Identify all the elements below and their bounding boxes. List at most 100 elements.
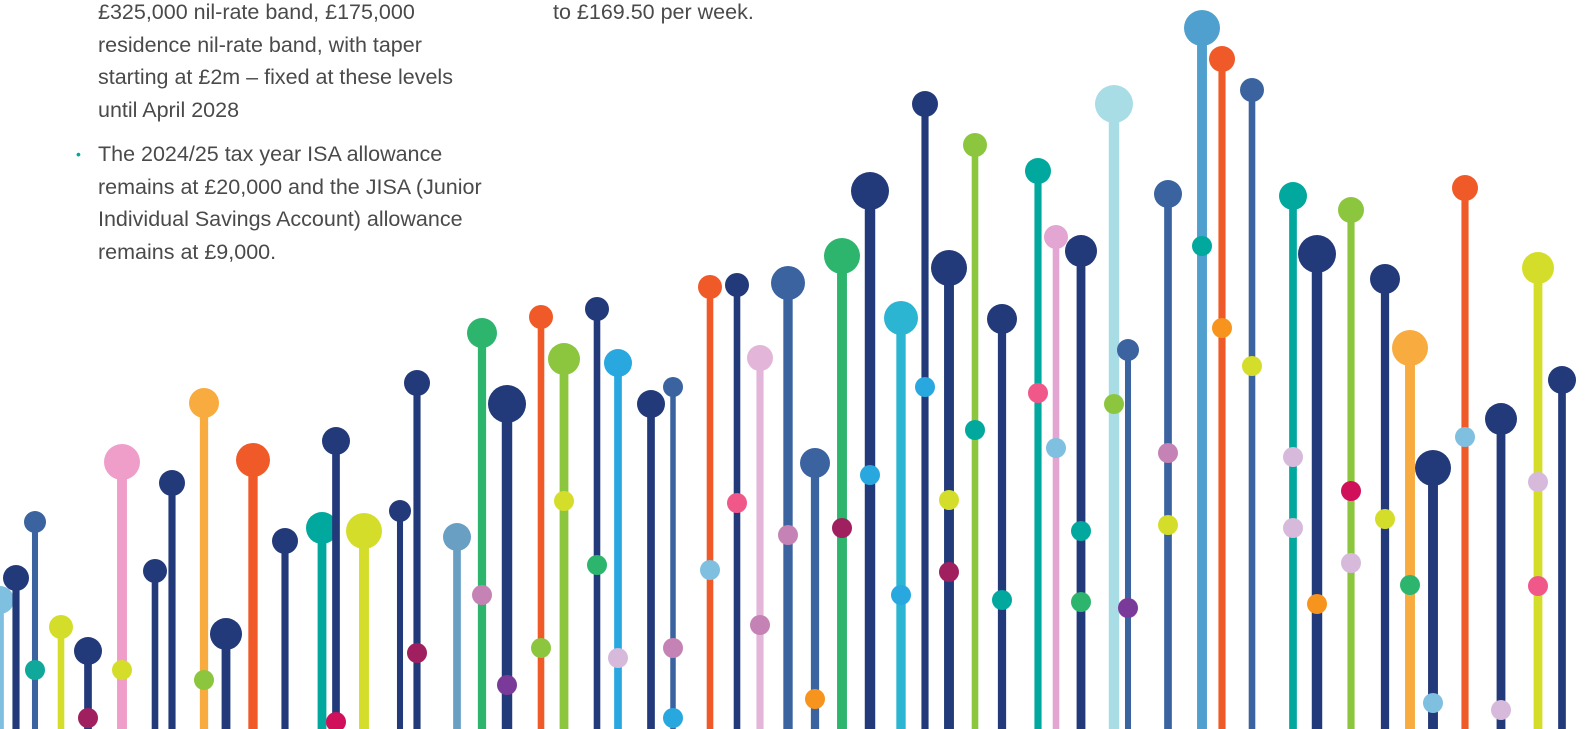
dot	[965, 420, 985, 440]
dot	[1400, 575, 1420, 595]
head	[404, 370, 430, 396]
head	[1279, 182, 1307, 210]
head	[548, 343, 580, 375]
head	[49, 615, 73, 639]
dot	[1158, 443, 1178, 463]
dot	[1528, 472, 1548, 492]
text-line: remains at £20,000 and the JISA (Junior	[98, 174, 482, 199]
text-line: residence nil-rate band, with taper	[98, 32, 422, 57]
dot	[78, 708, 98, 728]
dot	[1028, 383, 1048, 403]
head	[1338, 197, 1364, 223]
dot	[1118, 598, 1138, 618]
dot	[1341, 481, 1361, 501]
dot	[112, 660, 132, 680]
text-line: £325,000 nil-rate band, £175,000	[98, 0, 415, 24]
dot	[750, 615, 770, 635]
head	[1298, 235, 1336, 273]
dot	[472, 585, 492, 605]
head	[884, 301, 918, 335]
head	[1548, 366, 1576, 394]
dot	[1375, 509, 1395, 529]
head	[306, 512, 338, 544]
head	[824, 238, 860, 274]
head	[1184, 10, 1220, 46]
dot	[939, 562, 959, 582]
head	[800, 448, 830, 478]
dot	[915, 377, 935, 397]
head	[210, 618, 242, 650]
dot	[1528, 576, 1548, 596]
dot	[1071, 592, 1091, 612]
dot	[939, 490, 959, 510]
head	[1095, 85, 1133, 123]
dot	[1192, 236, 1212, 256]
head	[443, 523, 471, 551]
head	[272, 528, 298, 554]
head	[747, 345, 773, 371]
head	[963, 133, 987, 157]
dot	[663, 708, 683, 728]
text-line: until April 2028	[98, 97, 240, 122]
head	[389, 500, 411, 522]
dot	[805, 689, 825, 709]
dot	[326, 712, 346, 729]
dot	[1071, 521, 1091, 541]
head	[24, 511, 46, 533]
head	[698, 275, 722, 299]
dot	[1491, 700, 1511, 720]
head	[0, 586, 14, 614]
dot	[1283, 447, 1303, 467]
dot	[194, 670, 214, 690]
head	[322, 427, 350, 455]
dot	[608, 648, 628, 668]
bullet: •	[76, 146, 81, 162]
dot	[832, 518, 852, 538]
text-line: starting at £2m – fixed at these levels	[98, 65, 453, 89]
head	[1415, 450, 1451, 486]
dot	[1423, 693, 1443, 713]
dot	[587, 555, 607, 575]
dot	[1046, 438, 1066, 458]
head	[1522, 252, 1554, 284]
text-line: Individual Savings Account) allowance	[98, 207, 463, 231]
dot	[554, 491, 574, 511]
head	[1392, 330, 1428, 366]
dot	[727, 493, 747, 513]
head	[931, 250, 967, 286]
head	[1370, 264, 1400, 294]
dot	[891, 585, 911, 605]
head	[159, 470, 185, 496]
head	[1044, 225, 1068, 249]
head	[1025, 158, 1051, 184]
head	[912, 91, 938, 117]
head	[1065, 235, 1097, 267]
dot	[1158, 515, 1178, 535]
head	[1117, 339, 1139, 361]
head	[346, 513, 382, 549]
head	[663, 377, 683, 397]
dot	[1212, 318, 1232, 338]
dot	[1455, 427, 1475, 447]
head	[1485, 403, 1517, 435]
dot	[1283, 518, 1303, 538]
text-line: remains at £9,000.	[98, 239, 277, 264]
right-column: to £169.50 per week.	[553, 0, 754, 29]
dot	[1242, 356, 1262, 376]
head	[104, 444, 140, 480]
dot	[1104, 394, 1124, 414]
head	[236, 443, 270, 477]
dot	[663, 638, 683, 658]
dot	[1307, 594, 1327, 614]
head	[1154, 180, 1182, 208]
head	[637, 390, 665, 418]
head	[189, 388, 219, 418]
head	[725, 273, 749, 297]
dot	[700, 560, 720, 580]
head	[488, 385, 526, 423]
dot	[860, 465, 880, 485]
head	[467, 318, 497, 348]
head	[1209, 46, 1235, 72]
